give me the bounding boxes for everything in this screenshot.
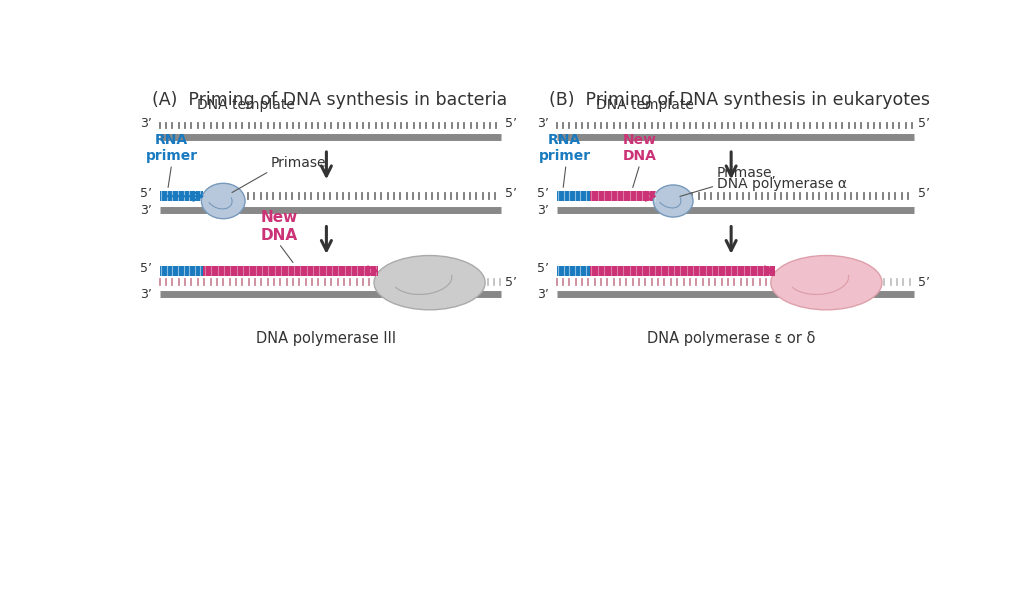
Text: 5’: 5’ [140, 188, 152, 200]
Text: 3’: 3’ [537, 204, 549, 217]
Text: New
DNA: New DNA [623, 133, 656, 163]
Text: RNA
primer: RNA primer [145, 133, 198, 163]
Text: RNA
primer: RNA primer [539, 133, 591, 163]
Text: New
DNA: New DNA [260, 210, 297, 243]
Text: Primase: Primase [270, 156, 327, 170]
Text: 5’: 5’ [505, 116, 517, 129]
Text: DNA polymerase α: DNA polymerase α [717, 177, 847, 191]
Ellipse shape [374, 256, 485, 310]
Text: 5’: 5’ [918, 116, 930, 129]
Text: 5’: 5’ [505, 276, 517, 289]
Ellipse shape [202, 183, 245, 219]
Ellipse shape [771, 256, 882, 310]
Text: 5’: 5’ [918, 188, 930, 200]
Text: (B)  Priming of DNA synthesis in eukaryotes: (B) Priming of DNA synthesis in eukaryot… [549, 91, 930, 110]
Text: 3’: 3’ [537, 116, 549, 129]
Bar [160, 265, 204, 276]
Text: 5’: 5’ [505, 188, 517, 200]
Bar [557, 265, 590, 276]
Text: 3’: 3’ [140, 288, 152, 301]
Text: DNA polymerase ε or δ: DNA polymerase ε or δ [647, 331, 815, 346]
Text: (A)  Priming of DNA synthesis in bacteria: (A) Priming of DNA synthesis in bacteria [152, 91, 507, 110]
Text: 3’: 3’ [140, 204, 152, 217]
Text: 5’: 5’ [918, 276, 930, 289]
Text: 3’: 3’ [537, 288, 549, 301]
Bar [204, 265, 378, 276]
Bar [160, 191, 204, 202]
Bar [590, 191, 655, 202]
Ellipse shape [653, 185, 693, 217]
Text: 5’: 5’ [537, 188, 549, 200]
Bar [557, 191, 590, 202]
Text: 5’: 5’ [140, 262, 152, 275]
Bar [590, 265, 775, 276]
Text: DNA polymerase III: DNA polymerase III [256, 331, 396, 346]
Text: DNA template: DNA template [596, 98, 694, 112]
Text: 3’: 3’ [140, 116, 152, 129]
Text: 5’: 5’ [537, 262, 549, 275]
Text: Primase,: Primase, [717, 166, 777, 180]
Text: DNA template: DNA template [198, 98, 295, 112]
